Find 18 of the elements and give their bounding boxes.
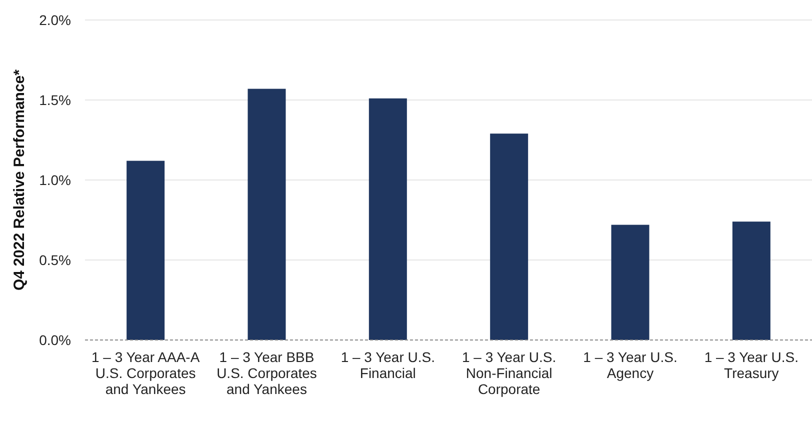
y-tick-label: 2.0% [39,12,71,28]
bar [248,88,286,340]
y-axis-title: Q4 2022 Relative Performance* [11,69,28,290]
x-tick-label: 1 – 3 Year AAA-A U.S. Corporates and Yankees [91,349,200,397]
bar [490,134,528,340]
y-tick-label: 1.5% [39,92,71,108]
x-tick-label: 1 – 3 Year BBB U.S. Corporates and Yankees [216,349,317,397]
bar [368,98,407,340]
bar [732,222,770,340]
x-tick-label: 1 – 3 Year U.S. Financial [340,349,436,381]
bar [126,160,165,340]
y-tick-label: 1.0% [39,172,71,188]
y-tick-label: 0.5% [39,252,71,268]
y-tick-label: 0.0% [39,332,71,348]
x-tick-label: 1 – 3 Year U.S. Agency [583,349,678,381]
x-tick-label: 1 – 3 Year U.S. Non-Financial Corporate [462,349,556,397]
bar [611,224,650,340]
x-tick-label: 1 – 3 Year U.S. Treasury [704,349,799,381]
